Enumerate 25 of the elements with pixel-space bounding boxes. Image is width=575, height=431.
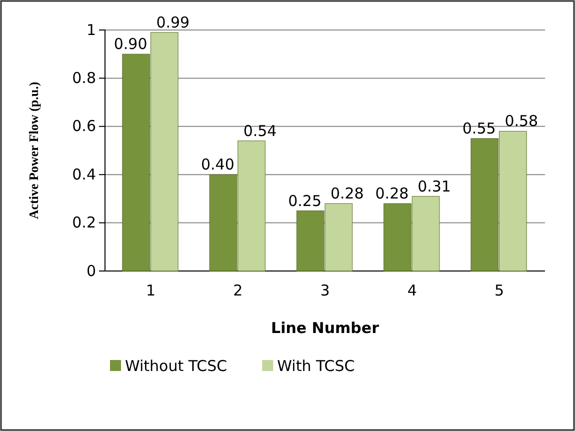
- data-label: 0.31: [418, 177, 451, 196]
- x-tick-label: 3: [320, 282, 330, 300]
- x-tick-label: 1: [146, 282, 156, 300]
- x-tick-label: 5: [494, 282, 504, 300]
- data-label: 0.28: [330, 184, 364, 203]
- data-label: 0.54: [243, 122, 277, 140]
- y-tick-label: 0.4: [72, 165, 96, 184]
- data-label: 0.58: [504, 112, 538, 130]
- data-label: 0.25: [288, 192, 322, 210]
- x-axis-title: Line Number: [271, 319, 380, 337]
- y-axis-title: Active Power Flow (p.u.): [26, 82, 41, 220]
- legend-label: With TCSC: [277, 357, 355, 375]
- data-label: 0.99: [156, 13, 190, 32]
- y-tick-label: 0: [86, 262, 96, 280]
- data-label: 0.28: [375, 184, 409, 203]
- x-tick-label: 4: [407, 282, 417, 300]
- y-tick-label: 0.8: [72, 69, 96, 87]
- legend-label: Without TCSC: [125, 357, 228, 375]
- data-label: 0.90: [114, 35, 148, 54]
- y-tick-label: 0.2: [72, 214, 96, 232]
- y-tick-label: 1: [86, 20, 96, 39]
- x-tick-label: 2: [233, 282, 243, 300]
- y-tick-label: 0.6: [72, 117, 96, 136]
- data-label: 0.55: [462, 119, 496, 138]
- data-label: 0.40: [201, 156, 234, 174]
